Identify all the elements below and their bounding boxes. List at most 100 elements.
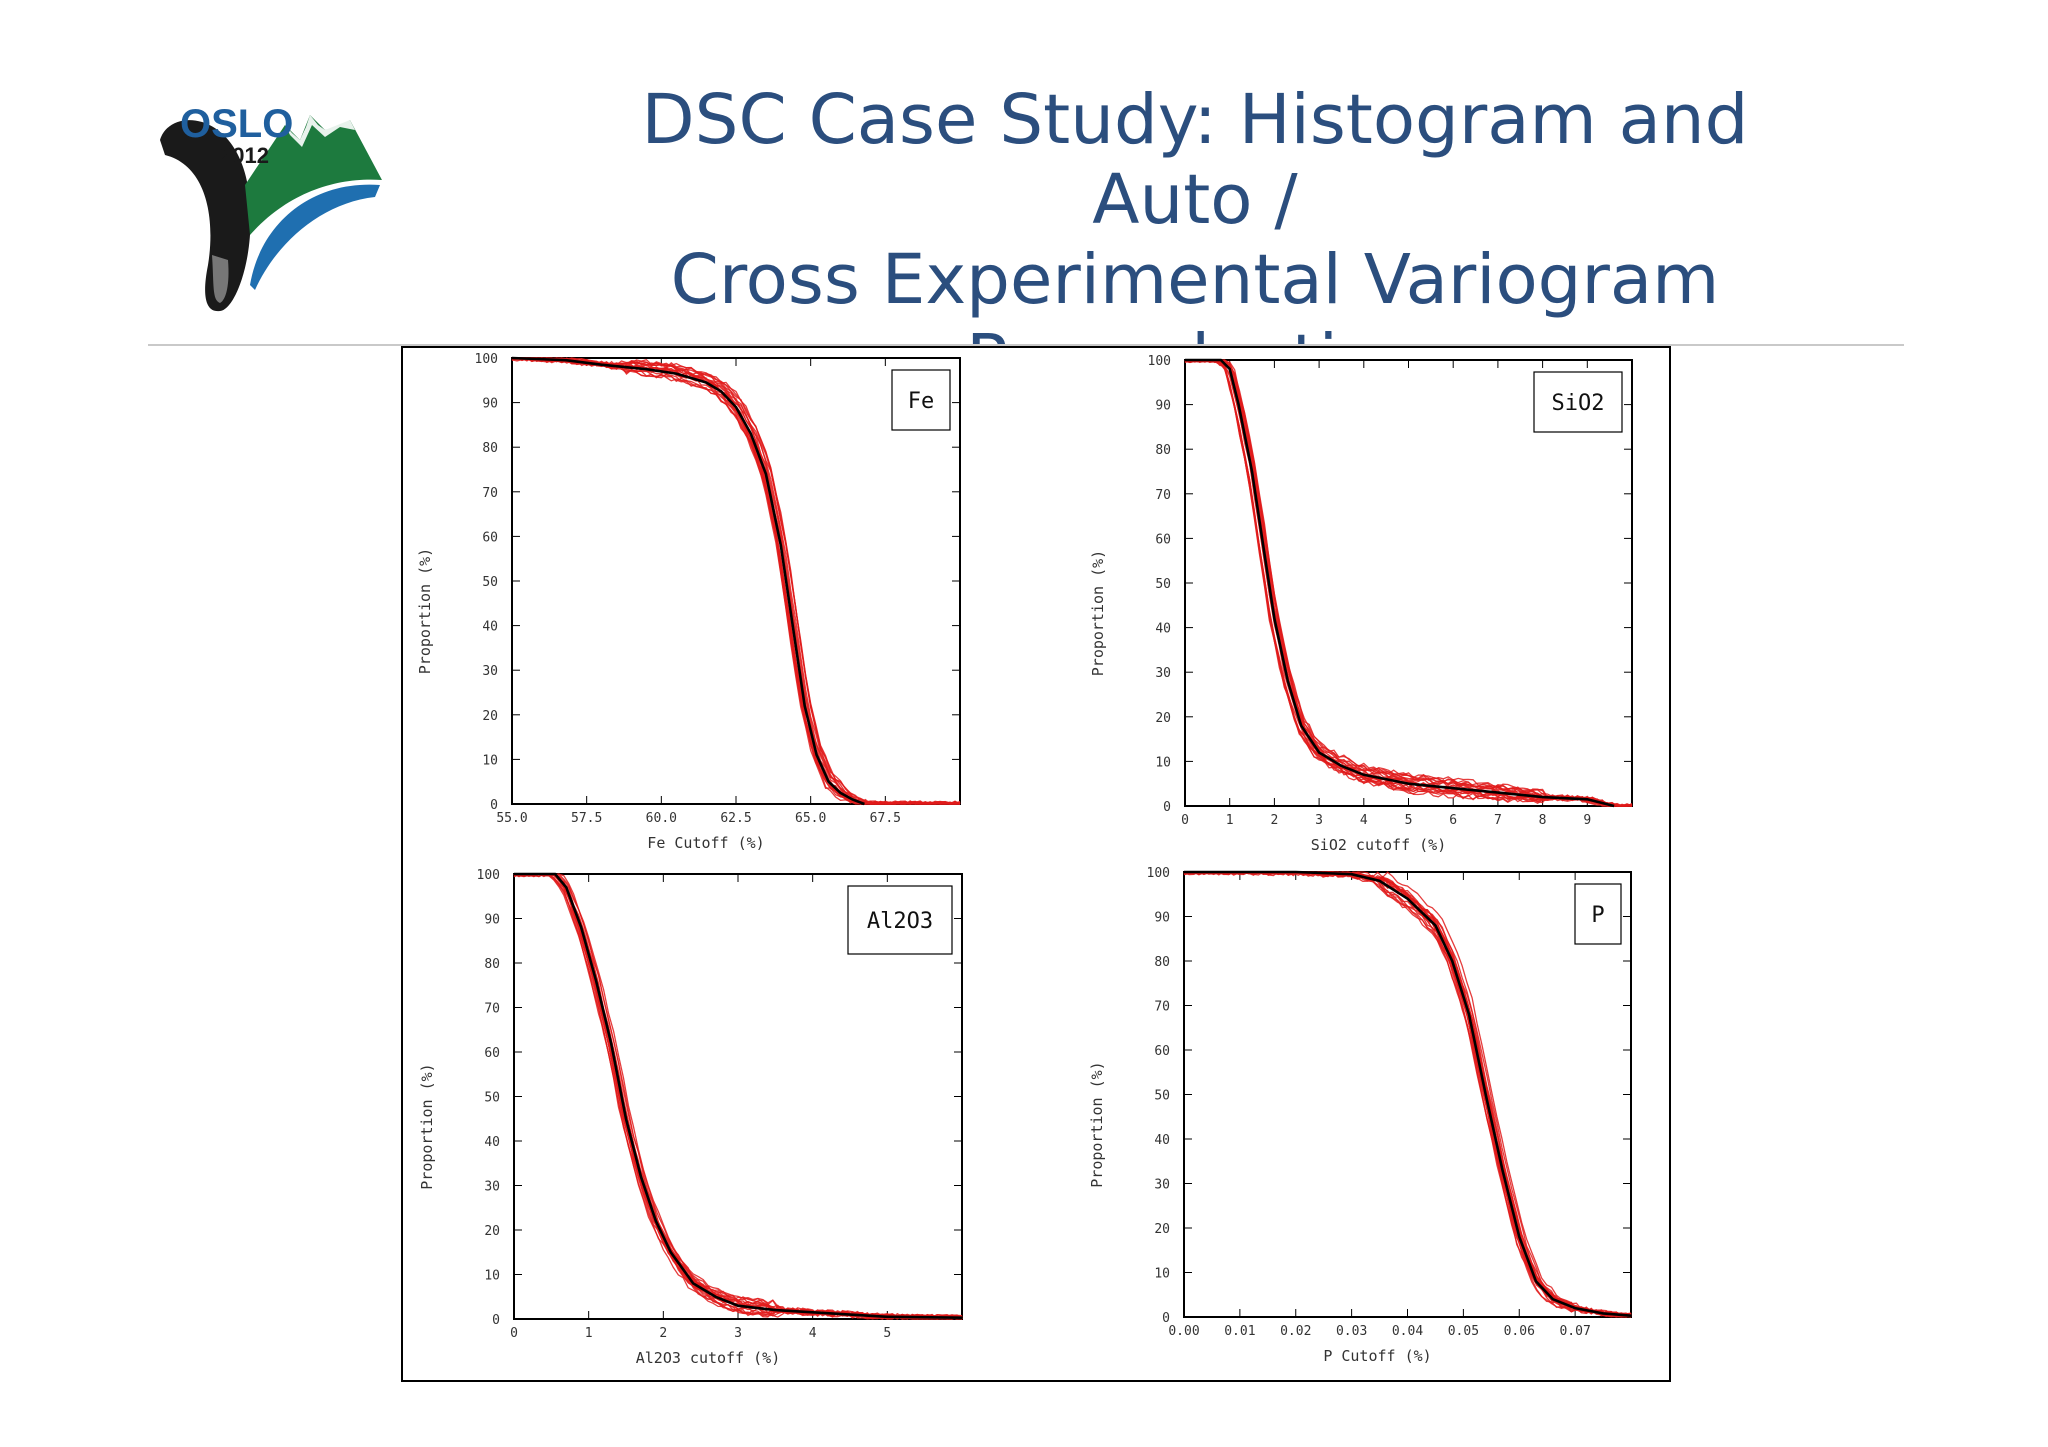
- y-tick-label: 10: [482, 753, 498, 768]
- chart-p: 0 10 20 30 40 50 60 70 80 90 100 0.00 0.01 0.02 0.03 0.…: [1088, 866, 1632, 1365]
- reference-curve: [1184, 870, 1632, 1317]
- legend-label: Fe: [908, 389, 935, 414]
- y-tick-label: 60: [482, 530, 498, 545]
- x-tick-label: 8: [1539, 813, 1547, 828]
- y-tick-label: 80: [482, 441, 498, 456]
- x-tick-label: 67.5: [870, 811, 901, 826]
- x-axis-label: Fe Cutoff (%): [647, 834, 764, 852]
- y-tick-label: 10: [1155, 755, 1171, 770]
- y-tick-label: 90: [484, 913, 500, 928]
- legend-label: P: [1591, 903, 1604, 928]
- x-tick-label: 0: [510, 1326, 518, 1341]
- legend-box: [847, 885, 953, 955]
- y-tick-label: 100: [475, 352, 498, 367]
- y-tick-label: 50: [482, 575, 498, 590]
- y-tick-label: 90: [1155, 399, 1171, 414]
- y-tick-label: 70: [1154, 1000, 1170, 1015]
- x-tick-label: 0.02: [1280, 1324, 1311, 1339]
- chart-fe: 0 10 20 30 40 50 60 70 80 90 100 55.0 57.5 60.0 62.5 65…: [416, 352, 961, 852]
- slide-title-line-1: DSC Case Study: Histogram and Auto /: [641, 80, 1749, 240]
- x-tick-label: 2: [1270, 813, 1278, 828]
- x-tick-label: 1: [1226, 813, 1234, 828]
- y-tick-label: 60: [484, 1046, 500, 1061]
- realization-curve: [1184, 359, 1632, 807]
- y-tick-label: 30: [1155, 666, 1171, 681]
- y-tick-label: 20: [1155, 711, 1171, 726]
- x-tick-label: 0.04: [1392, 1324, 1423, 1339]
- legend-box: [1574, 883, 1622, 945]
- y-tick-label: 70: [484, 1002, 500, 1017]
- x-tick-label: 4: [809, 1326, 817, 1341]
- x-tick-label: 6: [1449, 813, 1457, 828]
- x-tick-label: 1: [585, 1326, 593, 1341]
- x-tick-label: 4: [1360, 813, 1368, 828]
- x-tick-label: 65.0: [795, 811, 826, 826]
- y-tick-label: 0: [1163, 800, 1171, 815]
- legend-label: Al2O3: [867, 909, 933, 934]
- y-tick-label: 40: [482, 620, 498, 635]
- y-tick-label: 80: [1154, 955, 1170, 970]
- logo-blue-swoosh: [250, 184, 380, 290]
- y-axis-label: Proportion (%): [1089, 550, 1107, 676]
- logo-green-mountains: [245, 115, 382, 235]
- reference-curve: [514, 872, 963, 1319]
- y-tick-label: 20: [1154, 1222, 1170, 1237]
- legend-box: [891, 369, 951, 431]
- y-axis-label: Proportion (%): [416, 548, 434, 674]
- y-tick-label: 30: [482, 664, 498, 679]
- x-tick-label: 5: [883, 1326, 891, 1341]
- y-tick-label: 70: [1155, 488, 1171, 503]
- y-axis-label: Proportion (%): [418, 1063, 436, 1189]
- x-tick-label: 3: [1315, 813, 1323, 828]
- y-tick-label: 0: [492, 1313, 500, 1328]
- x-tick-label: 55.0: [496, 811, 527, 826]
- y-tick-label: 60: [1154, 1044, 1170, 1059]
- plot-area: [1183, 871, 1632, 1318]
- plot-area: [1184, 359, 1633, 807]
- y-tick-label: 40: [1154, 1133, 1170, 1148]
- y-tick-label: 100: [1148, 354, 1171, 369]
- y-tick-label: 40: [1155, 622, 1171, 637]
- y-tick-label: 70: [482, 486, 498, 501]
- title-divider: [148, 344, 1904, 346]
- legend-box: [1533, 371, 1623, 433]
- y-tick-label: 80: [1155, 443, 1171, 458]
- plot-area: [511, 357, 961, 805]
- x-tick-label: 0.06: [1504, 1324, 1535, 1339]
- y-tick-label: 10: [1154, 1267, 1170, 1282]
- x-tick-label: 2: [659, 1326, 667, 1341]
- logo-year-text: 2012: [220, 143, 269, 168]
- y-tick-label: 20: [484, 1224, 500, 1239]
- logo-grey-highlight: [212, 255, 229, 303]
- x-tick-label: 57.5: [571, 811, 602, 826]
- legend-label: SiO2: [1552, 391, 1605, 416]
- y-tick-label: 0: [1162, 1311, 1170, 1326]
- y-tick-label: 30: [484, 1180, 500, 1195]
- y-tick-label: 50: [1155, 577, 1171, 592]
- y-tick-label: 30: [1154, 1178, 1170, 1193]
- y-tick-label: 90: [482, 397, 498, 412]
- realization-curve: [514, 873, 963, 1320]
- x-axis-label: P Cutoff (%): [1323, 1347, 1431, 1365]
- x-tick-label: 7: [1494, 813, 1502, 828]
- y-tick-label: 20: [482, 709, 498, 724]
- x-tick-label: 0: [1181, 813, 1189, 828]
- y-tick-label: 50: [484, 1091, 500, 1106]
- oslo-2012-logo: OSLO 2012: [160, 102, 382, 312]
- y-axis-label: Proportion (%): [1088, 1061, 1106, 1187]
- y-tick-label: 100: [1147, 866, 1170, 881]
- y-tick-label: 100: [477, 868, 500, 883]
- x-tick-label: 0.05: [1448, 1324, 1479, 1339]
- x-tick-label: 0.00: [1168, 1324, 1199, 1339]
- reference-curve: [1185, 358, 1615, 808]
- y-tick-label: 50: [1154, 1089, 1170, 1104]
- chart-al2o3: 0 10 20 30 40 50 60 70 80 90 100 0 1 2 3 4 5 Al2O3 cutoff…: [418, 868, 963, 1367]
- x-tick-label: 62.5: [720, 811, 751, 826]
- x-tick-label: 9: [1583, 813, 1591, 828]
- x-tick-label: 5: [1405, 813, 1413, 828]
- x-axis-label: SiO2 cutoff (%): [1311, 836, 1446, 854]
- x-tick-label: 60.0: [646, 811, 677, 826]
- x-tick-label: 3: [734, 1326, 742, 1341]
- y-tick-label: 60: [1155, 532, 1171, 547]
